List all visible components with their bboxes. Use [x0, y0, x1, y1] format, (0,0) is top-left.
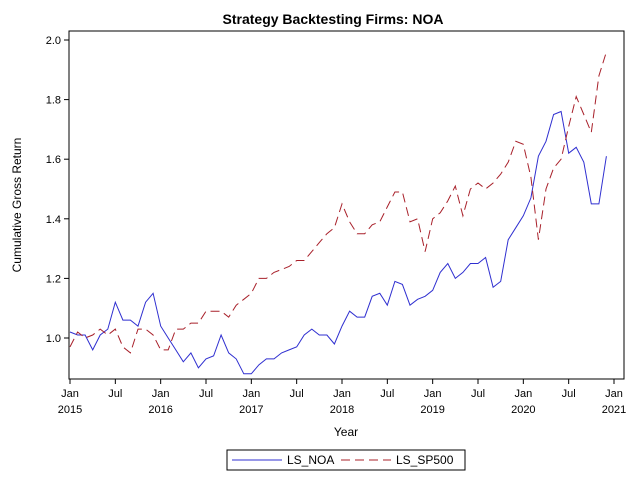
- x-axis: Jan 2015 Jul Jan 2016 Jul Jan 2017 Jul Jan 2018 Jul…: [58, 379, 626, 416]
- series-line-ls-sp500: [69, 51, 607, 354]
- plot-area: [68, 30, 625, 380]
- x-tick-label-month: Jul: [471, 388, 485, 400]
- x-tick-label-month: Jan: [333, 388, 351, 400]
- x-tick-label-month: Jul: [290, 388, 304, 400]
- x-tick-label-month: Jul: [108, 388, 122, 400]
- x-tick-label-year: 2019: [420, 404, 444, 416]
- y-tick-label: 2.0: [46, 35, 61, 47]
- x-tick-label-month: Jan: [152, 388, 170, 400]
- y-tick-label: 1.4: [46, 214, 61, 226]
- x-tick-label-month: Jul: [380, 388, 394, 400]
- chart-title: Strategy Backtesting Firms: NOA: [223, 11, 444, 27]
- legend-label-ls-noa: LS_NOA: [287, 453, 334, 467]
- x-tick-label-year: 2020: [511, 404, 535, 416]
- y-tick-label: 1.8: [46, 95, 61, 107]
- x-tick-label-month: Jan: [242, 388, 260, 400]
- y-axis-label: Cumulative Gross Return: [10, 138, 24, 273]
- x-tick-label-year: 2018: [330, 404, 354, 416]
- x-tick-label-month: Jan: [61, 388, 79, 400]
- x-tick-label-month: Jan: [424, 388, 442, 400]
- y-tick-label: 1.2: [46, 273, 61, 285]
- x-tick-label-year: 2017: [239, 404, 263, 416]
- x-tick-label-month: Jul: [199, 388, 213, 400]
- y-axis: 1.0 1.2 1.4 1.6 1.8 2.0: [46, 35, 69, 345]
- x-tick-label-month: Jan: [605, 388, 623, 400]
- legend-frame: [226, 449, 466, 471]
- x-tick-label-month: Jan: [514, 388, 532, 400]
- series-line-ls-noa: [69, 110, 607, 375]
- series-layer: [69, 51, 607, 375]
- y-tick-label: 1.0: [46, 333, 61, 345]
- x-tick-label-year: 2016: [148, 404, 172, 416]
- x-tick-label-month: Jul: [562, 388, 576, 400]
- x-axis-label: Year: [334, 425, 358, 439]
- x-tick-label-year: 2021: [602, 404, 626, 416]
- legend: LS_NOA LS_SP500: [226, 449, 466, 471]
- legend-label-ls-sp500: LS_SP500: [396, 453, 454, 467]
- y-tick-label: 1.6: [46, 154, 61, 166]
- x-tick-label-year: 2015: [58, 404, 82, 416]
